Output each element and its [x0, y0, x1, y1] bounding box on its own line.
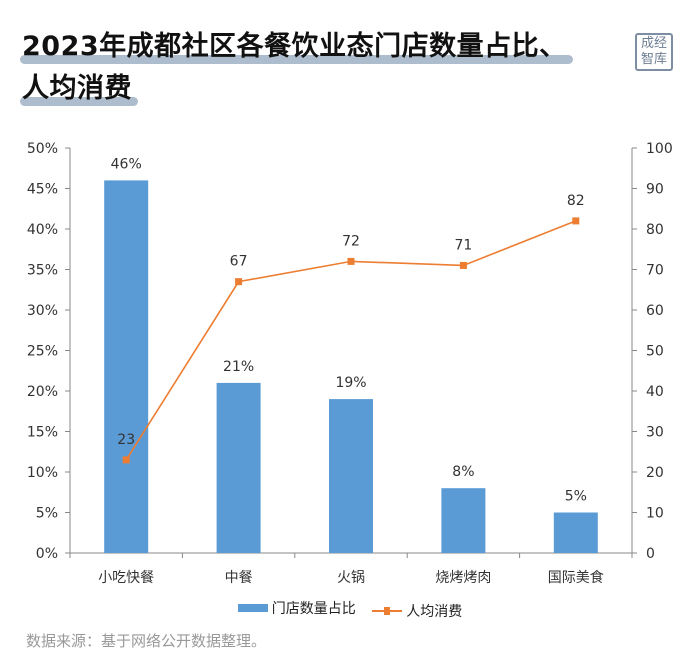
right-tick-label: 70	[646, 263, 664, 279]
left-tick-label: 15%	[27, 425, 58, 441]
left-tick-label: 45%	[27, 182, 58, 198]
bar	[553, 512, 598, 553]
legend-label-bar: 门店数量占比	[271, 601, 356, 617]
right-tick-label: 30	[646, 425, 664, 441]
bar	[104, 180, 149, 553]
right-tick-label: 100	[646, 141, 673, 157]
chart-title: 2023年成都社区各餐饮业态门店数量占比、 人均消费	[20, 30, 573, 106]
right-tick-label: 60	[646, 303, 664, 319]
line-point	[572, 217, 580, 225]
bar	[441, 488, 486, 553]
legend-label-line: 人均消费	[406, 604, 463, 620]
bar-data-label: 46%	[111, 156, 142, 172]
right-tick-label: 20	[646, 465, 664, 481]
right-tick-label: 40	[646, 384, 664, 400]
legend-swatch-line	[372, 607, 403, 615]
right-tick-label: 10	[646, 506, 664, 522]
title-line-2: 人均消费	[20, 73, 138, 106]
source-note: 数据来源：基于网络公开数据整理。	[26, 632, 267, 650]
line-point	[459, 261, 467, 269]
legend: 门店数量占比 人均消费	[0, 598, 700, 621]
bar	[329, 399, 373, 553]
line-point	[347, 257, 355, 265]
legend-swatch-bar	[237, 604, 268, 612]
left-tick-label: 40%	[27, 222, 58, 238]
bar-data-label: 19%	[335, 375, 366, 391]
bar-data-label: 8%	[452, 464, 474, 480]
x-tick-label: 小吃快餐	[98, 570, 154, 586]
line-point	[235, 278, 243, 286]
x-tick-label: 国际美食	[548, 569, 604, 586]
left-tick-label: 50%	[27, 141, 58, 157]
logo-line-1: 成经	[640, 36, 667, 51]
bar-data-label: 21%	[223, 359, 254, 375]
left-tick-label: 20%	[27, 384, 58, 400]
x-tick-label: 火锅	[337, 570, 365, 586]
left-tick-label: 25%	[27, 344, 58, 360]
bar	[216, 382, 261, 553]
right-tick-label: 80	[646, 222, 664, 238]
line-data-label: 72	[342, 233, 360, 249]
line-point	[122, 456, 130, 464]
right-tick-label: 90	[646, 182, 664, 198]
title-line-1: 2023年成都社区各餐饮业态门店数量占比、	[20, 31, 573, 64]
line-data-label: 82	[567, 193, 585, 209]
bar-data-label: 5%	[565, 489, 587, 505]
line-data-label: 71	[454, 237, 472, 253]
combo-chart: 0% 5% 10% 15% 20% 25% 30% 35% 40% 45% 50% 0 10 20 30 40…	[27, 141, 673, 586]
legend-item-line: 人均消费	[372, 601, 462, 621]
line-data-label: 23	[117, 432, 135, 448]
left-tick-label: 5%	[36, 506, 58, 522]
right-tick-label: 0	[646, 546, 655, 562]
logo: 成经 智库	[635, 33, 673, 71]
left-tick-label: 10%	[27, 465, 58, 481]
logo-line-2: 智库	[640, 52, 667, 67]
right-tick-label: 50	[646, 344, 664, 360]
x-tick-label: 中餐	[225, 570, 253, 586]
left-tick-label: 30%	[27, 303, 58, 319]
left-tick-label: 35%	[27, 263, 58, 279]
legend-item-bar: 门店数量占比	[237, 598, 356, 618]
x-tick-label: 烧烤烤肉	[435, 570, 491, 586]
line-data-label: 67	[230, 254, 248, 270]
left-tick-label: 0%	[36, 546, 58, 562]
